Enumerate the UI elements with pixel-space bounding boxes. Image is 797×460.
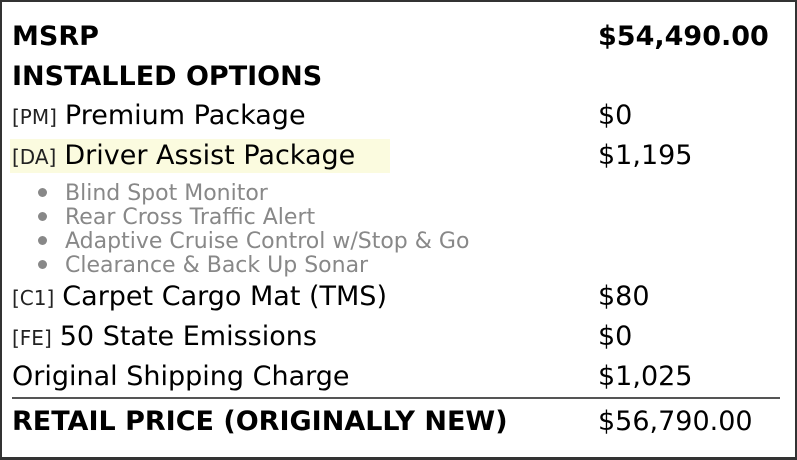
option-price: $80 [598,281,650,312]
option-name: Premium Package [64,100,306,131]
feature-list: Blind Spot Monitor Rear Cross Traffic Al… [38,182,469,278]
feature-text: Adaptive Cruise Control w/Stop & Go [65,229,470,254]
option-price: $1,195 [598,140,693,171]
msrp-price: $54,490.00 [598,21,769,52]
option-code: [PM] [12,105,57,129]
shipping-label: Original Shipping Charge [12,361,350,392]
option-row: [PM] Premium Package $0 [12,96,797,136]
retail-row: RETAIL PRICE (ORIGINALLY NEW) $56,790.00 [12,402,797,442]
option-price: $0 [598,100,633,131]
retail-label: RETAIL PRICE (ORIGINALLY NEW) [12,406,508,437]
bullet-icon [38,211,47,221]
bullet-icon [38,235,47,245]
option-name: Driver Assist Package [64,140,356,171]
option-code: [FE] [12,326,52,350]
option-row: [C1] Carpet Cargo Mat (TMS) $80 [12,277,797,317]
highlight-driver-assist [10,139,390,173]
msrp-row: MSRP $54,490.00 [12,17,797,57]
feature-text: Clearance & Back Up Sonar [65,253,369,278]
option-price: $0 [598,321,633,352]
feature-text: Rear Cross Traffic Alert [65,205,316,230]
option-row: [FE] 50 State Emissions $0 [12,317,797,357]
bullet-icon [38,259,47,269]
feature-item: Clearance & Back Up Sonar [38,254,469,278]
total-divider [12,397,780,399]
shipping-price: $1,025 [598,361,693,392]
feature-item: Rear Cross Traffic Alert [38,206,469,230]
option-name: Carpet Cargo Mat (TMS) [62,281,387,312]
msrp-label: MSRP [12,21,99,52]
option-code: [DA] [12,145,57,169]
shipping-row: Original Shipping Charge $1,025 [12,357,797,397]
feature-text: Blind Spot Monitor [65,181,268,206]
feature-item: Blind Spot Monitor [38,182,469,206]
bullet-icon [38,187,47,197]
installed-options-heading: INSTALLED OPTIONS [12,61,323,92]
retail-price: $56,790.00 [598,406,753,437]
installed-options-heading-row: INSTALLED OPTIONS [12,57,797,97]
option-row: [DA] Driver Assist Package $1,195 [12,136,797,176]
option-code: [C1] [12,286,55,310]
option-name: 50 State Emissions [59,321,317,352]
feature-item: Adaptive Cruise Control w/Stop & Go [38,230,469,254]
